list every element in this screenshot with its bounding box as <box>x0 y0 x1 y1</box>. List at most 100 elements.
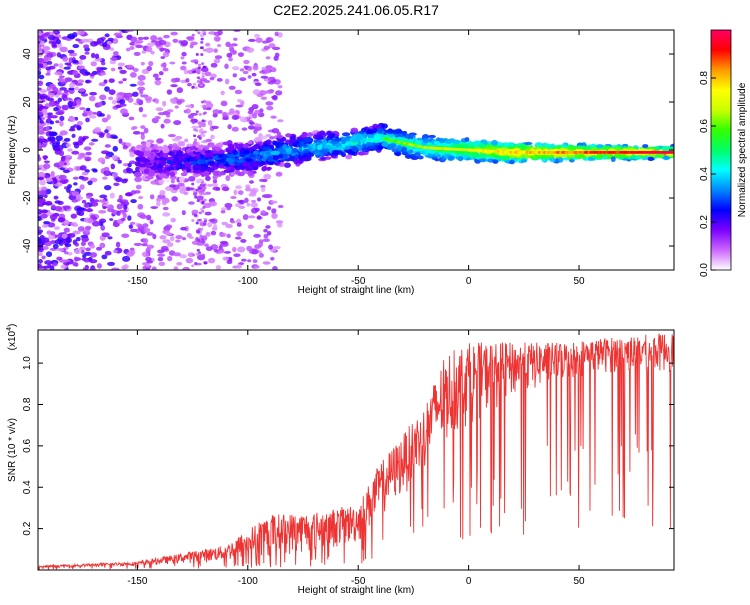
colorbar-tick-label: 0.6 <box>699 119 710 133</box>
noise-blob <box>68 87 75 91</box>
noise-blob <box>270 200 278 204</box>
ridge-blob <box>199 159 207 165</box>
colorbar-ticks: 0.0 0.2 0.4 0.6 0.8 <box>699 71 716 277</box>
spectrogram-y-tick-label: 20 <box>22 96 33 108</box>
ridge-blob <box>186 143 193 148</box>
noise-blob <box>191 240 199 245</box>
ridge-blob <box>227 158 235 165</box>
noise-blob <box>245 186 252 192</box>
noise-blob <box>137 203 144 210</box>
noise-blob <box>85 110 93 116</box>
noise-blob <box>87 218 94 224</box>
noise-blob <box>133 51 141 57</box>
noise-blob <box>108 78 115 83</box>
noise-blob <box>130 190 137 195</box>
noise-blob <box>61 105 66 110</box>
noise-blob <box>236 231 243 237</box>
noise-blob <box>150 206 159 209</box>
noise-blob <box>225 41 231 47</box>
noise-blob <box>141 251 150 258</box>
noise-blob <box>271 128 280 134</box>
noise-blob <box>254 82 262 86</box>
noise-blob <box>56 256 63 261</box>
ridge-blob <box>509 159 515 165</box>
noise-blob <box>200 46 204 50</box>
noise-blob <box>190 118 198 123</box>
noise-blob <box>191 86 195 89</box>
noise-blob <box>52 243 59 249</box>
noise-blob <box>211 182 219 187</box>
noise-blob <box>132 125 138 130</box>
noise-blob <box>196 80 200 83</box>
ridge-blob <box>574 153 581 158</box>
ridge-blob <box>372 123 379 129</box>
noise-blob <box>220 210 226 214</box>
noise-blob <box>61 259 71 263</box>
noise-blob <box>221 207 227 211</box>
noise-blob <box>203 261 207 265</box>
noise-blob <box>205 246 213 252</box>
noise-blob <box>185 108 191 114</box>
noise-blob <box>38 208 42 215</box>
noise-blob <box>104 144 111 148</box>
noise-blob <box>156 138 164 144</box>
noise-blob <box>196 189 200 193</box>
noise-blob <box>263 173 272 180</box>
noise-blob <box>201 188 205 192</box>
ridge-blob <box>189 158 198 162</box>
ridge-blob <box>428 134 436 139</box>
noise-blob <box>157 257 164 262</box>
noise-blob <box>90 61 97 67</box>
noise-blob <box>121 209 126 215</box>
ridge-blob <box>162 147 170 154</box>
ridge-blob <box>376 127 384 134</box>
noise-blob <box>116 210 121 216</box>
noise-blob <box>119 69 127 74</box>
noise-blob <box>98 210 105 214</box>
noise-blob <box>214 55 223 60</box>
noise-blob <box>71 199 78 203</box>
ridge-blob <box>444 139 453 144</box>
noise-blob <box>103 166 110 172</box>
noise-blob <box>144 96 153 101</box>
noise-blob <box>152 73 159 78</box>
noise-blob <box>49 120 55 125</box>
ridge-blob <box>134 176 142 183</box>
noise-blob <box>38 226 42 230</box>
noise-blob <box>149 219 154 225</box>
noise-blob <box>85 247 91 252</box>
noise-blob <box>203 198 207 202</box>
noise-blob <box>99 242 106 249</box>
noise-blob <box>226 233 231 239</box>
noise-blob <box>91 220 101 227</box>
ridge-blob <box>194 170 202 174</box>
ridge-blob <box>301 157 310 162</box>
ridge-blob <box>613 153 622 158</box>
noise-blob <box>208 257 216 264</box>
ridge-blob <box>373 135 380 141</box>
snr-x-ticks: -150 -100 -50 0 50 <box>127 330 585 587</box>
noise-blob <box>72 230 81 235</box>
ridge-blob <box>313 152 320 156</box>
noise-blob <box>103 79 108 84</box>
noise-blob <box>169 61 176 65</box>
noise-blob <box>200 37 204 41</box>
noise-blob <box>162 206 169 211</box>
noise-blob <box>143 127 149 134</box>
noise-blob <box>194 261 198 265</box>
noise-blob <box>63 220 70 226</box>
ridge-blob <box>321 139 328 146</box>
ridge-blob <box>296 143 303 148</box>
noise-blob <box>195 110 199 114</box>
noise-blob <box>255 37 263 43</box>
noise-blob <box>50 171 55 176</box>
noise-blob <box>73 249 82 254</box>
noise-blob <box>109 218 114 221</box>
noise-blob <box>73 182 78 186</box>
noise-blob <box>247 110 254 115</box>
ridge-blob <box>478 142 486 149</box>
noise-blob <box>42 109 48 116</box>
noise-blob <box>38 45 42 52</box>
noise-blob <box>186 82 192 87</box>
noise-blob <box>262 261 271 265</box>
